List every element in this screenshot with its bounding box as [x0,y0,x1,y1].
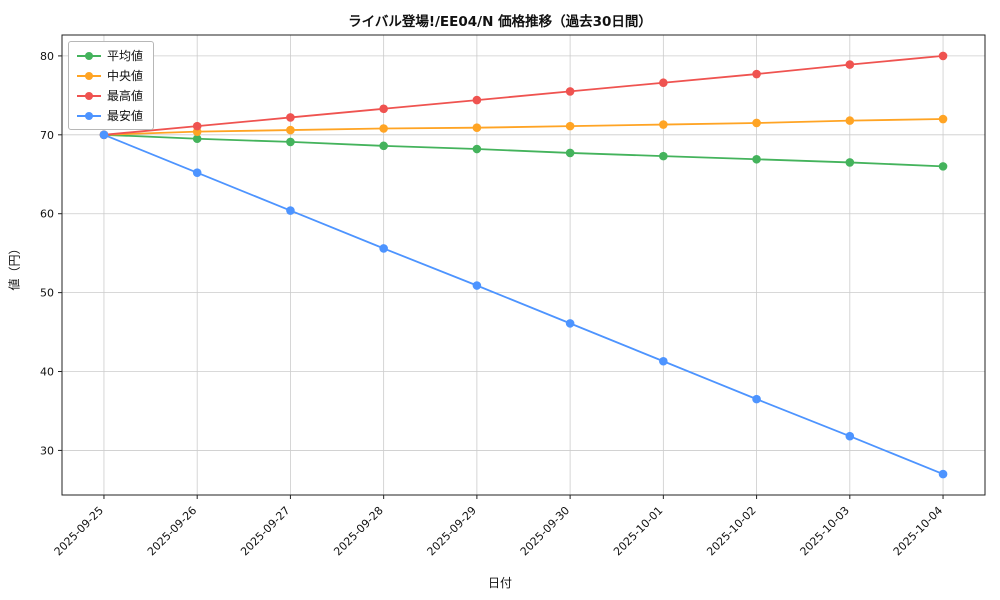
data-point [752,394,761,404]
legend-marker-icon [77,111,101,121]
x-tick-label: 2025-09-28 [331,504,385,558]
data-point [379,244,388,253]
x-axis: 2025-09-25 2025-09-26 2025-09-27 2025-09-28… [52,495,945,558]
data-point [659,120,668,129]
data-point [286,137,295,147]
data-point [286,125,295,135]
data-point [659,78,668,88]
data-point [565,148,575,158]
series-最安値 [99,130,948,479]
data-point [752,69,761,79]
legend-label: 最高値 [107,89,144,103]
y-tick-label: 80 [40,50,54,63]
data-point [845,116,855,125]
data-point [192,121,202,131]
chart-title: ライバル登場!/EE04/N 価格推移（過去30日間） [348,14,652,30]
legend-marker-icon [77,91,101,101]
data-point [472,281,482,290]
data-point [472,95,482,105]
data-point [192,134,202,144]
x-tick-label: 2025-10-02 [704,504,758,558]
y-tick-label: 40 [40,366,54,379]
data-point [938,469,948,479]
data-point [565,87,575,96]
legend: 平均値中央値最高値最安値 [68,41,155,130]
x-tick-label: 2025-10-01 [611,504,665,558]
data-point [938,162,948,171]
series-line [103,55,944,136]
series-最高値 [99,51,948,140]
data-point [192,168,202,177]
y-axis-label: 値（円） [7,242,22,291]
data-point [845,158,855,167]
legend-marker-icon [77,51,101,61]
data-point [659,356,668,366]
data-point [659,151,668,161]
y-tick-label: 50 [40,287,54,300]
series-平均値 [99,130,948,171]
data-point [286,113,295,122]
data-point [845,60,855,69]
legend-label: 中央値 [107,69,144,83]
y-tick-label: 30 [40,444,54,457]
legend-item: 中央値 [77,67,143,84]
data-point [938,51,948,61]
x-tick-label: 2025-09-26 [145,504,199,558]
legend-marker-icon [77,71,101,81]
data-point [286,206,295,215]
x-tick-label: 2025-10-04 [891,504,945,558]
series-line [103,118,944,136]
data-point [99,130,109,140]
data-point [565,121,575,131]
data-point [472,123,482,133]
y-axis: 30 40 50 60 70 80 [40,50,62,457]
x-tick-label: 2025-09-27 [238,504,292,558]
legend-item: 平均値 [77,47,143,64]
legend-label: 平均値 [107,49,144,63]
y-tick-label: 70 [40,129,54,142]
grid [62,35,985,495]
legend-label: 最安値 [107,109,144,123]
series-line [103,133,944,475]
y-tick-label: 60 [40,208,54,221]
data-point [752,118,761,128]
x-tick-label: 2025-09-25 [52,504,106,558]
legend-item: 最高値 [77,87,143,104]
data-point [379,104,388,114]
data-point [565,319,575,328]
data-point [379,124,388,133]
data-point [472,144,482,154]
x-axis-label: 日付 [487,576,512,590]
legend-item: 最安値 [77,107,143,124]
x-tick-label: 2025-09-30 [518,504,572,558]
data-point [379,141,388,151]
data-point [845,431,855,441]
series-line [103,133,944,168]
data-point [752,154,761,164]
data-point [938,114,948,124]
plot-frame [61,34,986,496]
x-tick-label: 2025-09-29 [425,504,479,558]
series-中央値 [99,114,948,140]
x-tick-label: 2025-10-03 [798,504,852,558]
